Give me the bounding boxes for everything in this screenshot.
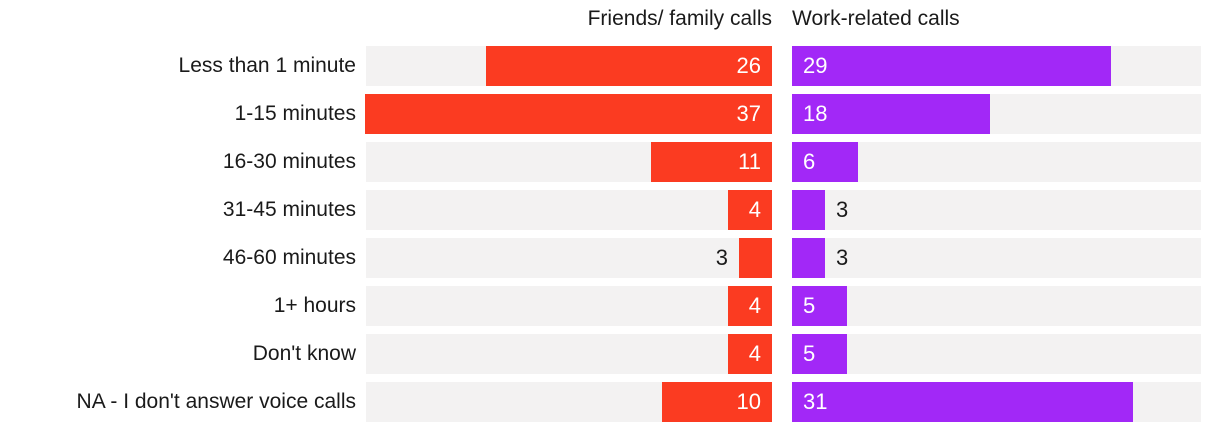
- friends-family-bar: [486, 46, 772, 86]
- friends-family-value: 37: [736, 101, 761, 126]
- chart-row: 16-30 minutes 11 6: [0, 142, 1220, 182]
- friends-family-bar: [365, 94, 772, 134]
- work-related-value: 5: [803, 293, 816, 318]
- chart-row: 31-45 minutes 4 3: [0, 190, 1220, 230]
- friends-family-track: 4: [366, 286, 772, 326]
- friends-family-bar: [728, 190, 772, 230]
- work-related-track: 5: [792, 334, 1201, 374]
- work-related-bar: [792, 46, 1111, 86]
- work-related-bar: [792, 190, 825, 230]
- friends-family-bar: [728, 286, 772, 326]
- work-related-track: 29: [792, 46, 1201, 86]
- category-label: Less than 1 minute: [178, 54, 356, 77]
- series-title-work-related: Work-related calls: [792, 7, 960, 30]
- friends-family-track: 3: [366, 238, 772, 278]
- friends-family-value: 26: [736, 53, 761, 78]
- work-related-bar: [792, 142, 858, 182]
- friends-family-value: 3: [715, 245, 728, 270]
- chart-header: Friends/ family calls Work-related calls: [0, 0, 1220, 46]
- friends-family-value: 4: [748, 197, 761, 222]
- work-related-bar: [792, 334, 847, 374]
- chart-row: NA - I don't answer voice calls 10 31: [0, 382, 1220, 422]
- friends-family-bar: [739, 238, 772, 278]
- work-related-bar: [792, 382, 1133, 422]
- chart-row: Less than 1 minute 26 29: [0, 46, 1220, 86]
- category-label: 31-45 minutes: [222, 198, 356, 221]
- work-related-value: 31: [803, 389, 828, 414]
- friends-family-track: 26: [366, 46, 772, 86]
- work-related-track: 18: [792, 94, 1201, 134]
- friends-family-value: 4: [748, 341, 761, 366]
- work-related-bar: [792, 286, 847, 326]
- work-related-track: 5: [792, 286, 1201, 326]
- friends-family-bar: [662, 382, 772, 422]
- friends-family-bar: [728, 334, 772, 374]
- work-related-bar: [792, 94, 990, 134]
- work-related-value: 29: [803, 53, 828, 78]
- category-label: Don't know: [252, 342, 356, 365]
- friends-family-bar: [651, 142, 772, 182]
- friends-family-track: 4: [366, 334, 772, 374]
- work-related-track: 31: [792, 382, 1201, 422]
- work-related-value: 3: [836, 197, 849, 222]
- work-related-value: 6: [803, 149, 816, 174]
- friends-family-track: 11: [366, 142, 772, 182]
- chart-row: 1+ hours 4 5: [0, 286, 1220, 326]
- work-related-track: 3: [792, 190, 1201, 230]
- work-related-value: 5: [803, 341, 816, 366]
- work-related-value: 3: [836, 245, 849, 270]
- chart-rows: Less than 1 minute 26 29 1-15 minutes 37 18 16…: [0, 46, 1220, 422]
- chart-row: 1-15 minutes 37 18: [0, 94, 1220, 134]
- category-label: 1-15 minutes: [234, 102, 356, 125]
- category-label: 1+ hours: [273, 294, 356, 317]
- friends-family-track: 37: [365, 94, 772, 134]
- work-related-bar: [792, 238, 825, 278]
- category-label: NA - I don't answer voice calls: [76, 390, 356, 413]
- friends-family-track: 4: [366, 190, 772, 230]
- series-title-friends-family: Friends/ family calls: [587, 7, 772, 30]
- friends-family-value: 11: [738, 149, 761, 174]
- work-related-track: 3: [792, 238, 1201, 278]
- chart-row: 46-60 minutes 3 3: [0, 238, 1220, 278]
- category-label: 46-60 minutes: [222, 246, 356, 269]
- work-related-value: 18: [803, 101, 828, 126]
- work-related-track: 6: [792, 142, 1201, 182]
- category-label: 16-30 minutes: [222, 150, 356, 173]
- chart-row: Don't know 4 5: [0, 334, 1220, 374]
- friends-family-value: 4: [748, 293, 761, 318]
- friends-family-track: 10: [366, 382, 772, 422]
- friends-family-value: 10: [736, 389, 761, 414]
